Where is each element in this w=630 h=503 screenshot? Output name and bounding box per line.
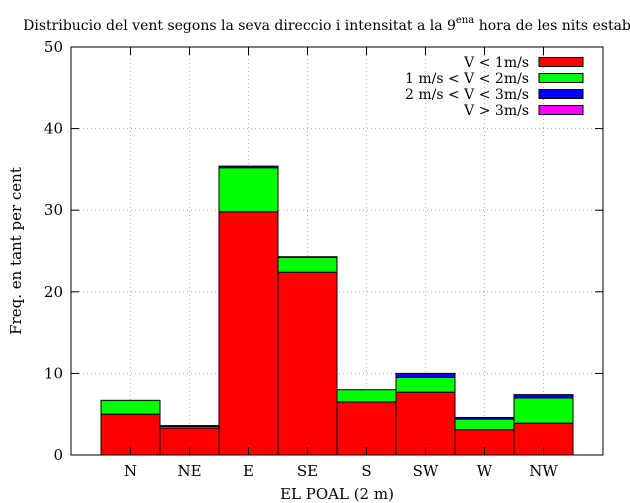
legend-swatch-2 (538, 73, 584, 83)
legend: V < 1m/s1 m/s < V < 2m/s2 m/s < V < 3m/s… (405, 55, 584, 119)
bar-w-series-3 (454, 416, 515, 420)
bar-ne-series-3 (159, 425, 220, 427)
bar-e-series-3 (218, 165, 279, 169)
y-tick-label: 0 (53, 446, 63, 464)
bar-s-series-2 (336, 389, 397, 403)
legend-swatch-3 (538, 89, 584, 99)
x-tick-label-n: N (124, 462, 137, 480)
bar-w-series-2 (454, 418, 515, 431)
bar-nw-series-2 (513, 397, 574, 424)
bar-sw-series-2 (395, 376, 456, 393)
legend-label-1: V < 1m/s (463, 55, 529, 71)
legend-label-3: 2 m/s < V < 3m/s (405, 87, 529, 103)
ticks: 0 10 20 30 40 50 N NE E SE S SW W NW (44, 38, 603, 480)
y-axis-label: Freq. en tant per cent (7, 167, 25, 335)
bar-se-series-3 (277, 256, 338, 259)
x-tick-label-ne: NE (177, 462, 201, 480)
chart-title-tail: hora de les nits estables (474, 18, 630, 34)
bar-se-series-1 (277, 271, 338, 456)
bar-se-series-2 (277, 257, 338, 273)
legend-label-4: V > 3m/s (463, 103, 529, 119)
chart-title-main: Distribucio del vent segons la seva dire… (23, 18, 456, 34)
x-tick-label-se: SE (297, 462, 318, 480)
x-tick-label-sw: SW (413, 462, 439, 480)
x-tick-label-w: W (477, 462, 493, 480)
bar-e-series-1 (218, 211, 279, 456)
y-tick-label: 30 (44, 201, 63, 219)
plot-frame (70, 46, 604, 456)
y-tick-label: 40 (44, 120, 63, 138)
chart-title: Distribucio del vent segons la seva dire… (23, 15, 630, 34)
bar-nw-series-3 (513, 394, 574, 399)
bar-sw-series-3 (395, 372, 456, 378)
bars (100, 165, 574, 456)
x-tick-label-s: S (361, 462, 371, 480)
bar-n-series-2 (100, 399, 161, 415)
bar-sw-series-1 (395, 391, 456, 456)
x-axis-label: EL POAL (2 m) (280, 485, 394, 503)
legend-swatch-4 (538, 105, 584, 115)
x-tick-label-nw: NW (529, 462, 558, 480)
y-tick-label: 50 (44, 38, 63, 56)
y-tick-label: 20 (44, 283, 63, 301)
legend-swatch-1 (538, 57, 584, 67)
bar-e-series-2 (218, 167, 279, 213)
y-tick-label: 10 (44, 364, 63, 382)
legend-label-2: 1 m/s < V < 2m/s (405, 71, 529, 87)
chart-title-superscript: ena (456, 15, 474, 26)
x-tick-label-e: E (243, 462, 254, 480)
